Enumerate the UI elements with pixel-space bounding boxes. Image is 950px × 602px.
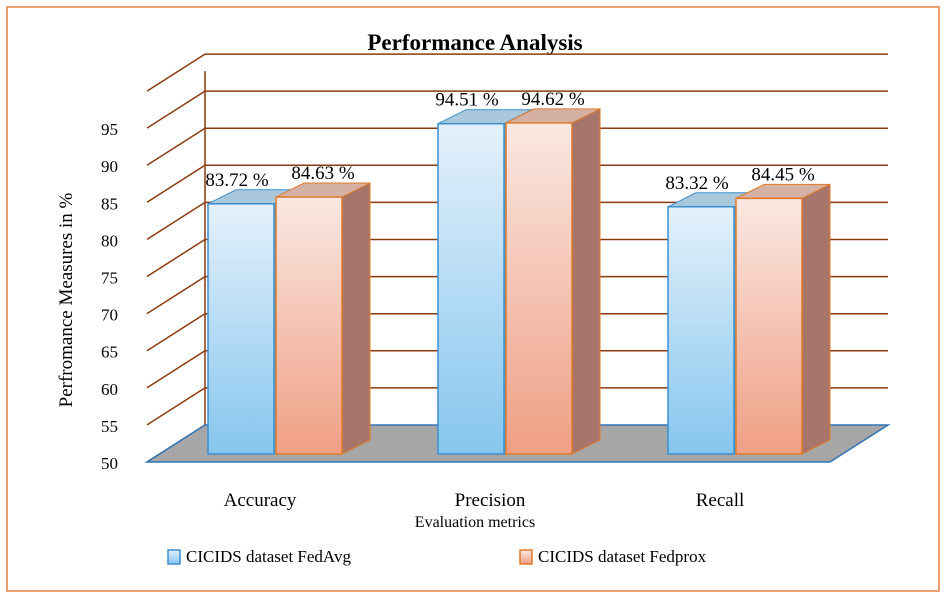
- y-tick-label: 50: [101, 454, 118, 473]
- x-tick-label: Accuracy: [224, 490, 297, 511]
- y-axis-label: Perfromance Measures in %: [56, 192, 77, 407]
- gridline: [146, 238, 888, 278]
- bar-accuracy-fedprox: [275, 196, 343, 455]
- y-tick-label: 60: [101, 380, 118, 399]
- bar-accuracy-fedavg: [207, 203, 275, 455]
- data-label: 94.51 %: [435, 90, 499, 111]
- data-label: 83.32 %: [665, 173, 729, 194]
- bar-side: [801, 183, 831, 455]
- gridline: [146, 275, 888, 315]
- data-label: 83.72 %: [205, 170, 269, 191]
- y-tick-label: 55: [101, 417, 118, 436]
- gridline: [146, 312, 888, 352]
- y-tick-label: 95: [101, 120, 118, 139]
- x-tick-label: Precision: [455, 490, 526, 511]
- gridline: [146, 53, 888, 92]
- gridline: [146, 350, 888, 389]
- chart-title: Performance Analysis: [367, 30, 582, 55]
- legend-label-fedprox: CICIDS dataset Fedprox: [538, 547, 707, 566]
- data-label: 84.63 %: [291, 163, 355, 184]
- legend: CICIDS dataset FedAvg CICIDS dataset Fed…: [167, 547, 707, 566]
- bar-precision-fedavg: [437, 122, 505, 455]
- gridline: [146, 127, 888, 166]
- legend-label-fedavg: CICIDS dataset FedAvg: [186, 547, 351, 566]
- bar-recall-fedprox: [735, 197, 803, 455]
- y-tick-label: 75: [101, 269, 118, 288]
- data-label: 94.62 %: [521, 89, 585, 110]
- y-tick-label: 80: [101, 231, 118, 250]
- bar-side: [341, 182, 371, 455]
- gridline: [146, 164, 888, 203]
- y-tick-label: 65: [101, 343, 118, 362]
- gridline: [146, 387, 888, 426]
- bar-side: [571, 108, 601, 455]
- bar-precision-fedprox: [505, 122, 573, 455]
- y-tick-label: 85: [101, 194, 118, 213]
- y-tick-label: 70: [101, 306, 118, 325]
- x-tick-label: Recall: [696, 490, 745, 511]
- legend-swatch-fedavg: [167, 549, 181, 565]
- gridline: [146, 201, 888, 241]
- legend-swatch-fedprox: [519, 549, 533, 565]
- y-tick-label: 90: [101, 157, 118, 176]
- x-axis-label: Evaluation metrics: [415, 514, 535, 531]
- bar-recall-fedavg: [667, 206, 735, 455]
- data-label: 84.45 %: [751, 164, 815, 185]
- gridline: [146, 90, 888, 129]
